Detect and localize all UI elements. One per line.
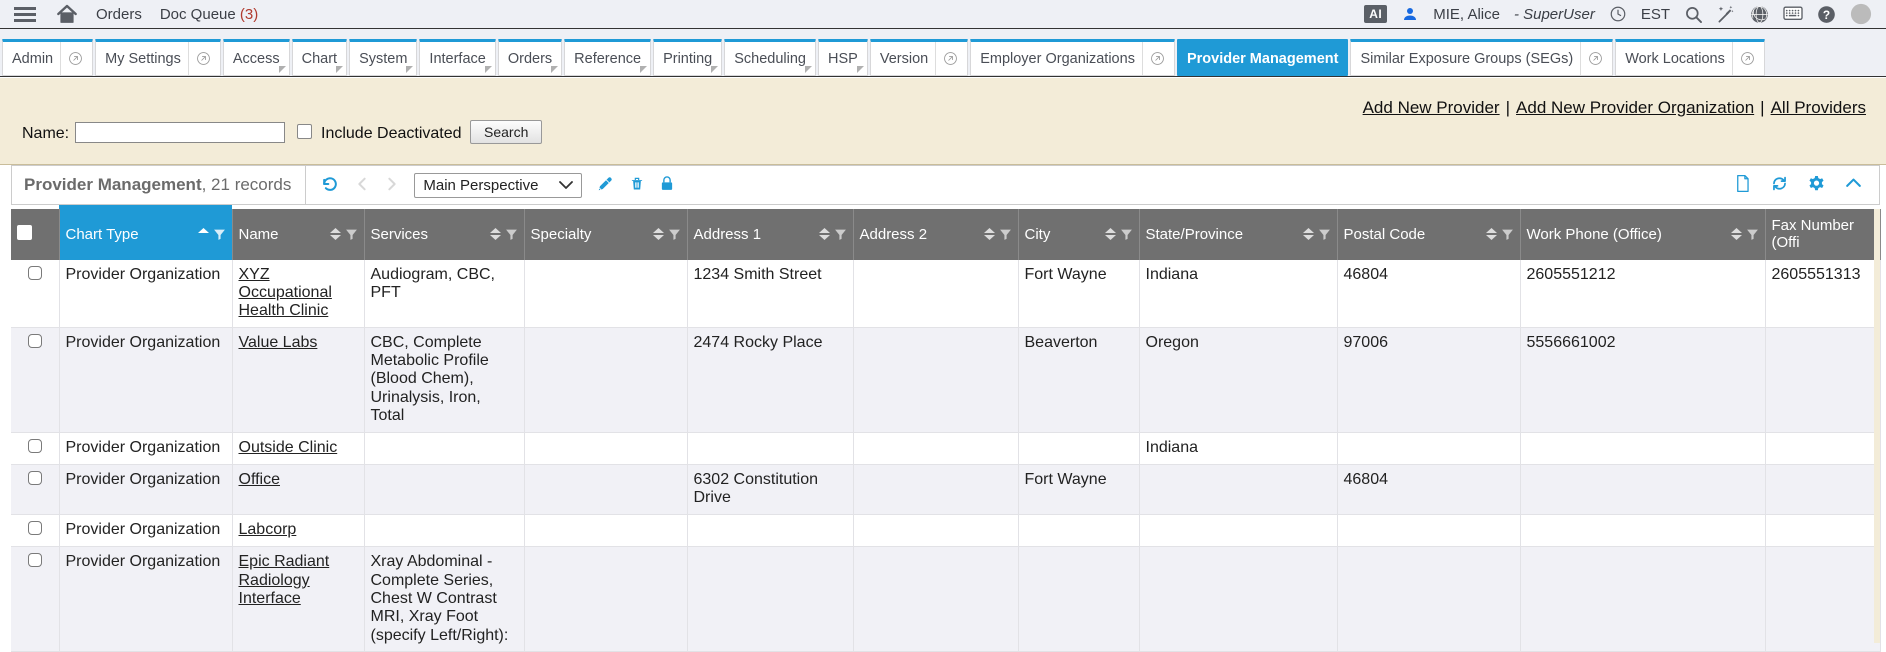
- svg-text:?: ?: [1823, 7, 1830, 21]
